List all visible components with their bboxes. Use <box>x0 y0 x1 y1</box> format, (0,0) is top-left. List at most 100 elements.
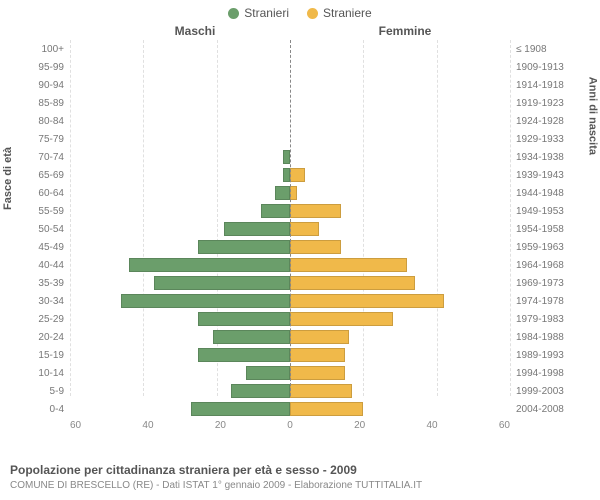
bar-male <box>224 222 290 236</box>
bar-left-container <box>70 76 290 94</box>
age-label: 90-94 <box>30 80 70 91</box>
birth-year-label: ≤ 1908 <box>510 44 570 55</box>
bar-left-container <box>70 58 290 76</box>
x-tick-label: 0 <box>287 420 293 431</box>
birth-year-label: 1919-1923 <box>510 98 570 109</box>
age-label: 95-99 <box>30 62 70 73</box>
bar-left-container <box>70 346 290 364</box>
bar-male <box>198 348 290 362</box>
pyramid-row: 85-89 1919-1923 <box>30 94 570 112</box>
pyramid-row: 0-4 2004-2008 <box>30 400 570 418</box>
pyramid-row: 100+ ≤ 1908 <box>30 40 570 58</box>
bar-right-container <box>290 400 510 418</box>
birth-year-label: 2004-2008 <box>510 404 570 415</box>
chart-title: Popolazione per cittadinanza straniera p… <box>10 463 422 479</box>
bar-female <box>290 168 305 182</box>
age-label: 35-39 <box>30 278 70 289</box>
bar-female <box>290 348 345 362</box>
pyramid-row: 10-141994-1998 <box>30 364 570 382</box>
birth-year-label: 1914-1918 <box>510 80 570 91</box>
bar-right-container <box>290 310 510 328</box>
bar-left-container <box>70 184 290 202</box>
legend-swatch-female <box>307 8 318 19</box>
bar-female <box>290 366 345 380</box>
bar-female <box>290 240 341 254</box>
pyramid-row: 45-491959-1963 <box>30 238 570 256</box>
bar-right-container <box>290 346 510 364</box>
birth-year-label: 1929-1933 <box>510 134 570 145</box>
bar-female <box>290 186 297 200</box>
bar-male <box>246 366 290 380</box>
x-tick-label: 20 <box>354 420 365 431</box>
y-axis-title-right: Anni di nascita <box>586 77 598 155</box>
bar-right-container <box>290 328 510 346</box>
age-label: 5-9 <box>30 386 70 397</box>
birth-year-label: 1939-1943 <box>510 170 570 181</box>
birth-year-label: 1989-1993 <box>510 350 570 361</box>
bar-female <box>290 276 415 290</box>
birth-year-label: 1949-1953 <box>510 206 570 217</box>
bar-right-container <box>290 220 510 238</box>
bar-left-container <box>70 400 290 418</box>
age-label: 85-89 <box>30 98 70 109</box>
age-label: 0-4 <box>30 404 70 415</box>
bar-male <box>198 312 290 326</box>
bar-area <box>70 400 510 418</box>
age-label: 15-19 <box>30 350 70 361</box>
bar-right-container <box>290 148 510 166</box>
pyramid-row: 55-591949-1953 <box>30 202 570 220</box>
age-label: 100+ <box>30 44 70 55</box>
bar-male <box>231 384 290 398</box>
bar-female <box>290 204 341 218</box>
bar-right-container <box>290 166 510 184</box>
bar-right-container <box>290 94 510 112</box>
pyramid-row: 20-241984-1988 <box>30 328 570 346</box>
age-label: 20-24 <box>30 332 70 343</box>
bar-left-container <box>70 310 290 328</box>
x-tick-label: 20 <box>215 420 226 431</box>
age-label: 25-29 <box>30 314 70 325</box>
bar-female <box>290 330 349 344</box>
birth-year-label: 1964-1968 <box>510 260 570 271</box>
age-label: 30-34 <box>30 296 70 307</box>
bar-right-container <box>290 184 510 202</box>
bar-left-container <box>70 94 290 112</box>
bar-male <box>275 186 290 200</box>
pyramid-row: 50-541954-1958 <box>30 220 570 238</box>
population-pyramid-chart: Stranieri Straniere Maschi Femmine Fasce… <box>0 0 600 500</box>
bar-right-container <box>290 112 510 130</box>
legend-label-male: Stranieri <box>244 6 289 20</box>
bar-left-container <box>70 292 290 310</box>
column-header-male: Maschi <box>30 24 300 38</box>
bar-right-container <box>290 364 510 382</box>
column-header-female: Femmine <box>300 24 570 38</box>
chart-subtitle: COMUNE DI BRESCELLO (RE) - Dati ISTAT 1°… <box>10 479 422 492</box>
age-label: 45-49 <box>30 242 70 253</box>
bar-female <box>290 222 319 236</box>
x-tick-label: 40 <box>142 420 153 431</box>
bar-right-container <box>290 382 510 400</box>
bar-right-container <box>290 256 510 274</box>
birth-year-label: 1999-2003 <box>510 386 570 397</box>
birth-year-label: 1994-1998 <box>510 368 570 379</box>
bar-rows: 100+≤ 190895-991909-191390-941914-191885… <box>30 40 570 418</box>
bar-male <box>129 258 290 272</box>
pyramid-row: 65-691939-1943 <box>30 166 570 184</box>
bar-right-container <box>290 202 510 220</box>
birth-year-label: 1969-1973 <box>510 278 570 289</box>
age-label: 70-74 <box>30 152 70 163</box>
bar-right-container <box>290 76 510 94</box>
birth-year-label: 1934-1938 <box>510 152 570 163</box>
bar-left-container <box>70 112 290 130</box>
birth-year-label: 1944-1948 <box>510 188 570 199</box>
bar-left-container <box>70 220 290 238</box>
bar-right-container <box>290 130 510 148</box>
legend-item-male: Stranieri <box>228 6 289 20</box>
y-axis-title-left: Fasce di età <box>2 147 14 210</box>
pyramid-row: 5-9 1999-2003 <box>30 382 570 400</box>
pyramid-row: 15-19 1989-1993 <box>30 346 570 364</box>
birth-year-label: 1924-1928 <box>510 116 570 127</box>
pyramid-row: 60-641944-1948 <box>30 184 570 202</box>
x-tick-label: 40 <box>426 420 437 431</box>
bar-female <box>290 402 363 416</box>
